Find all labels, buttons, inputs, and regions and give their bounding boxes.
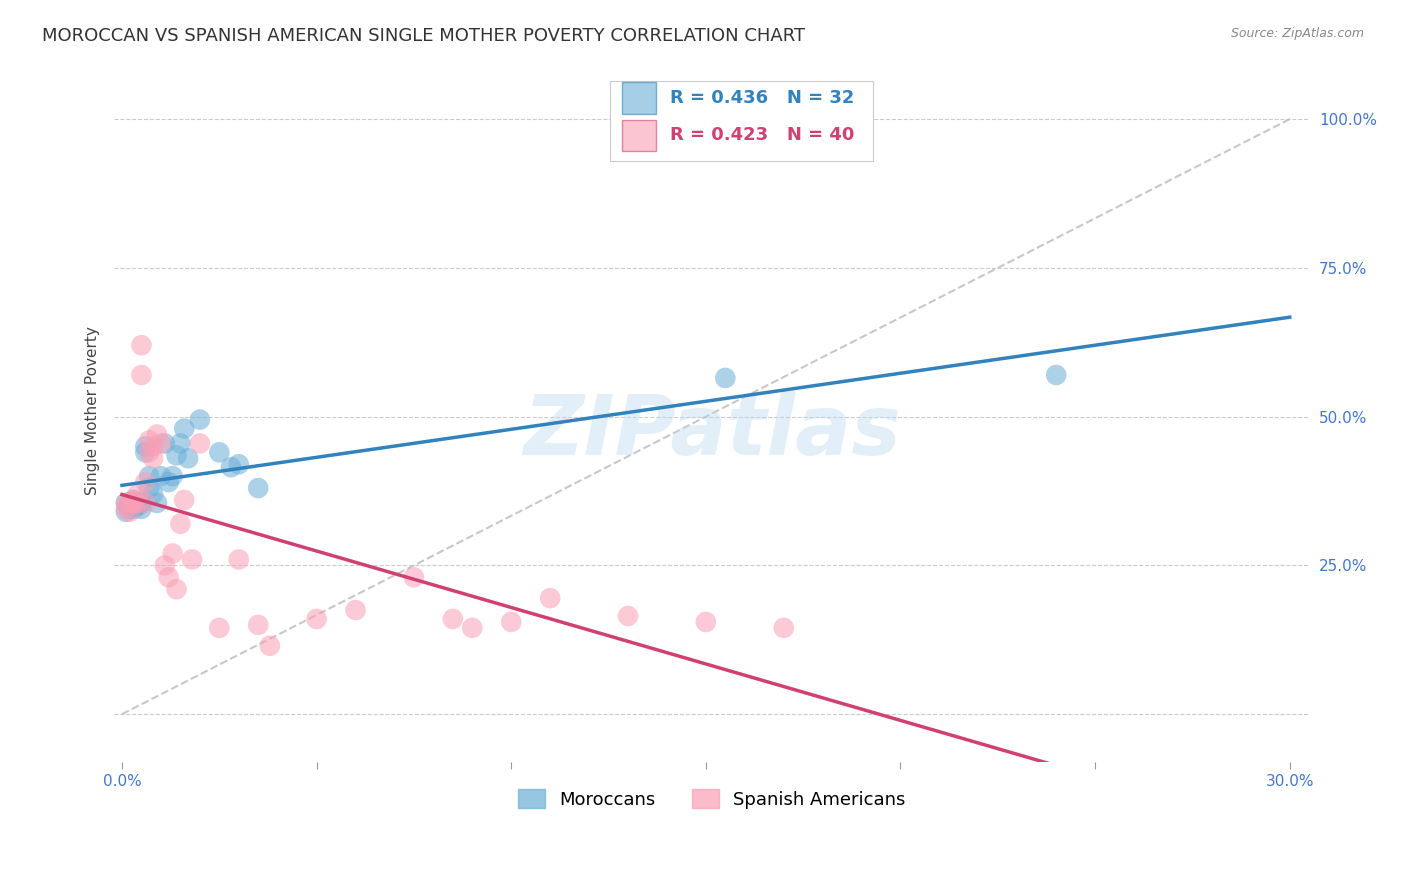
Point xyxy=(166,448,188,462)
Point xyxy=(138,481,160,495)
Point xyxy=(157,570,180,584)
Point xyxy=(714,371,737,385)
Point xyxy=(177,451,200,466)
Point xyxy=(1045,368,1067,382)
Point xyxy=(169,516,191,531)
Point xyxy=(228,457,250,471)
Point xyxy=(118,501,141,516)
Point xyxy=(134,496,156,510)
Point xyxy=(122,496,145,510)
Point xyxy=(247,481,270,495)
Point xyxy=(146,496,169,510)
FancyBboxPatch shape xyxy=(621,82,655,114)
Point xyxy=(115,496,138,510)
Text: MOROCCAN VS SPANISH AMERICAN SINGLE MOTHER POVERTY CORRELATION CHART: MOROCCAN VS SPANISH AMERICAN SINGLE MOTH… xyxy=(42,27,806,45)
Point xyxy=(131,496,153,510)
Point xyxy=(259,639,281,653)
Point xyxy=(138,469,160,483)
Point xyxy=(441,612,464,626)
Point xyxy=(247,618,270,632)
Point xyxy=(127,487,149,501)
Point xyxy=(115,496,138,510)
Point xyxy=(219,460,242,475)
Text: R = 0.423   N = 40: R = 0.423 N = 40 xyxy=(669,127,855,145)
Point xyxy=(617,609,640,624)
Point xyxy=(131,338,153,352)
Legend: Moroccans, Spanish Americans: Moroccans, Spanish Americans xyxy=(510,782,912,816)
Point xyxy=(188,436,211,450)
Point xyxy=(131,368,153,382)
Point xyxy=(344,603,367,617)
Point xyxy=(122,501,145,516)
Text: ZIPatlas: ZIPatlas xyxy=(523,392,901,472)
Point xyxy=(305,612,328,626)
Point xyxy=(153,436,176,450)
Point xyxy=(169,436,191,450)
Text: Source: ZipAtlas.com: Source: ZipAtlas.com xyxy=(1230,27,1364,40)
Point xyxy=(173,492,195,507)
Point xyxy=(118,496,141,510)
Point xyxy=(149,436,172,450)
Point xyxy=(157,475,180,489)
Point xyxy=(118,496,141,510)
Point xyxy=(131,501,153,516)
Point xyxy=(402,570,425,584)
FancyBboxPatch shape xyxy=(610,80,873,161)
Point xyxy=(118,505,141,519)
Point xyxy=(166,582,188,597)
Point xyxy=(188,412,211,426)
Point xyxy=(501,615,523,629)
Point xyxy=(134,475,156,489)
Point xyxy=(162,547,184,561)
Point xyxy=(134,439,156,453)
Point xyxy=(122,499,145,513)
Point xyxy=(115,501,138,516)
Y-axis label: Single Mother Poverty: Single Mother Poverty xyxy=(86,326,100,495)
Point xyxy=(162,469,184,483)
Point xyxy=(538,591,561,606)
Point xyxy=(127,499,149,513)
Point xyxy=(138,434,160,448)
Point xyxy=(181,552,204,566)
Point xyxy=(142,439,165,453)
Point xyxy=(772,621,794,635)
Point xyxy=(695,615,717,629)
Point xyxy=(127,496,149,510)
Point xyxy=(146,427,169,442)
Point xyxy=(127,496,149,510)
Point xyxy=(173,421,195,435)
Point xyxy=(142,487,165,501)
Point xyxy=(115,505,138,519)
Point xyxy=(138,445,160,459)
Point xyxy=(149,469,172,483)
Point xyxy=(122,492,145,507)
Point xyxy=(134,445,156,459)
FancyBboxPatch shape xyxy=(621,120,655,152)
Point xyxy=(208,445,231,459)
Text: R = 0.436   N = 32: R = 0.436 N = 32 xyxy=(669,89,855,107)
Point xyxy=(122,492,145,507)
Point xyxy=(153,558,176,573)
Point xyxy=(142,451,165,466)
Point xyxy=(208,621,231,635)
Point xyxy=(228,552,250,566)
Point xyxy=(461,621,484,635)
